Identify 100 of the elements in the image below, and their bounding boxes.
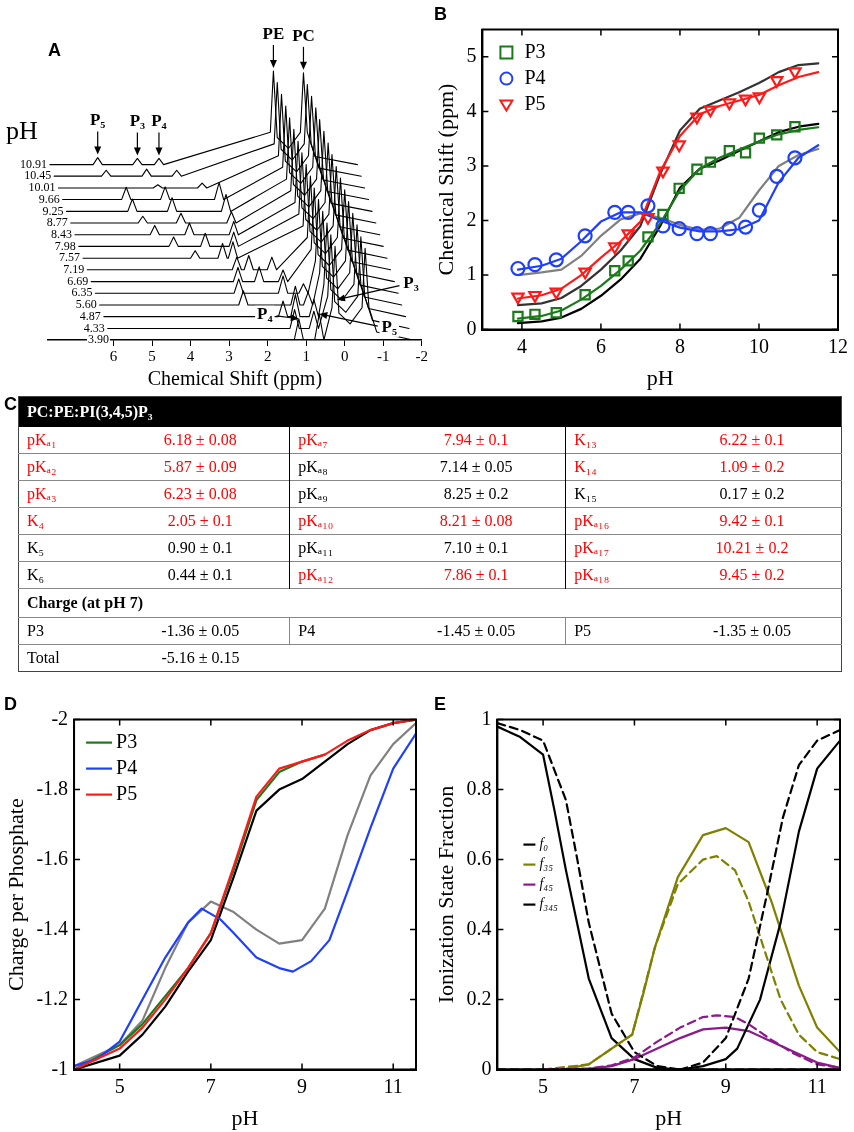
series-label: 6.35 — [71, 285, 93, 300]
point — [607, 204, 623, 220]
text: P5 — [573, 621, 593, 641]
x-tick-label: 8 — [674, 334, 685, 357]
point — [621, 229, 635, 242]
point — [656, 166, 670, 179]
point — [550, 307, 562, 319]
point — [704, 156, 717, 168]
x-tick-label: 4 — [186, 347, 195, 364]
text: 9.45 ± 0.2 — [718, 565, 786, 585]
text: K₆ — [26, 565, 46, 585]
point — [672, 140, 686, 153]
y-axis-title: Charge per Phosphate — [2, 798, 28, 991]
text: 7.94 ± 0.1 — [387, 427, 566, 454]
point — [690, 112, 704, 125]
x-tick-label: 5 — [538, 1074, 549, 1097]
x-tick-label: 9 — [720, 1074, 731, 1097]
text: -1.35 ± 0.05 — [711, 621, 793, 641]
point — [620, 204, 636, 220]
legend-label: f₄₅ — [539, 876, 554, 892]
point — [655, 218, 671, 234]
text: 0.44 ± 0.1 — [111, 561, 290, 589]
y-tick-label: -1 — [51, 1056, 69, 1079]
text: pKₐ₂ — [26, 457, 58, 478]
text: 8.21 ± 0.08 — [387, 507, 566, 535]
text: K₁₃ — [573, 430, 598, 450]
chart-title: E — [434, 693, 447, 714]
series-label: 10.45 — [24, 168, 52, 183]
point — [548, 252, 564, 268]
text: C — [4, 394, 17, 415]
x-axis-title: pH — [646, 364, 674, 390]
text: 7.86 ± 0.1 — [387, 561, 566, 589]
annotation: P₅ — [381, 317, 397, 337]
text: 2.05 ± 0.1 — [111, 507, 290, 535]
text: -1.36 ± 0.05 — [111, 617, 290, 645]
text: Total — [26, 648, 61, 668]
x-axis-title: Chemical Shift (ppm) — [147, 367, 323, 391]
point — [722, 98, 737, 111]
point — [702, 226, 718, 242]
text: -1.45 ± 0.05 — [387, 617, 566, 645]
legend-label: P4 — [116, 755, 138, 778]
text: 10.21 ± 0.2 — [714, 538, 790, 558]
x-tick-label: 7 — [629, 1074, 640, 1097]
annotation: P₄ — [257, 304, 273, 324]
legend-title: pH — [6, 116, 38, 146]
y-tick-label: -1.8 — [36, 776, 69, 799]
point — [511, 292, 525, 305]
text: 5.87 ± 0.09 — [111, 453, 290, 481]
y-tick-label: 0.6 — [466, 846, 492, 869]
point — [510, 260, 526, 277]
y-tick-label: 0.4 — [466, 916, 492, 939]
text: pKₐ₁ — [26, 430, 58, 451]
x-tick-label: 5 — [114, 1074, 125, 1097]
point — [527, 257, 543, 273]
chart-title: B — [434, 3, 447, 24]
text: 6.23 ± 0.08 — [111, 480, 290, 508]
x-tick-label: 3 — [225, 347, 233, 364]
point — [512, 310, 524, 323]
text: pKₐ₁₀ — [297, 511, 335, 532]
x-tick-label: 7 — [205, 1074, 216, 1097]
legend-label: f₀ — [539, 836, 549, 852]
text: K₁₄ — [573, 457, 598, 477]
y-tick-label: 0.8 — [466, 776, 492, 799]
text: K₄ — [26, 511, 46, 531]
annotation: PC — [292, 25, 315, 45]
x-tick-label: -1 — [376, 347, 390, 364]
text: K₅ — [26, 538, 46, 558]
x-tick-label: 4 — [516, 334, 527, 357]
legend-label: P5 — [524, 91, 546, 114]
point — [751, 202, 767, 218]
text: pKₐ₈ — [297, 457, 329, 478]
text: 8.25 ± 0.2 — [387, 480, 566, 508]
x-tick-label: 10 — [748, 334, 769, 357]
point — [738, 94, 753, 107]
text: P3 — [26, 621, 45, 641]
x-tick-label: 1 — [302, 347, 310, 364]
point — [789, 121, 801, 133]
point — [608, 242, 622, 255]
series-label: 4.33 — [83, 320, 105, 335]
point — [703, 105, 718, 118]
text: pKₐ₁₂ — [297, 565, 335, 586]
point — [673, 182, 685, 195]
x-tick-label: 9 — [297, 1074, 308, 1097]
y-tick-label: 3 — [466, 153, 477, 176]
legend-label: P3 — [116, 729, 138, 752]
legend-label: f₃₅ — [539, 856, 554, 872]
text: pKₐ₁₁ — [297, 538, 335, 559]
point — [577, 228, 593, 244]
point — [641, 212, 655, 225]
legend-label: P4 — [524, 65, 546, 88]
point — [609, 265, 621, 277]
y-tick-label: -1.4 — [36, 916, 69, 939]
text: P4 — [297, 621, 317, 641]
x-tick-label: 5 — [148, 347, 156, 364]
point — [788, 67, 802, 80]
text: K₁₅ — [573, 484, 598, 504]
text: pKₐ₁₇ — [573, 538, 611, 559]
annotation: P₃ — [403, 273, 419, 293]
y-tick-label: 0.2 — [466, 986, 492, 1009]
text: pKₐ₃ — [26, 484, 58, 505]
